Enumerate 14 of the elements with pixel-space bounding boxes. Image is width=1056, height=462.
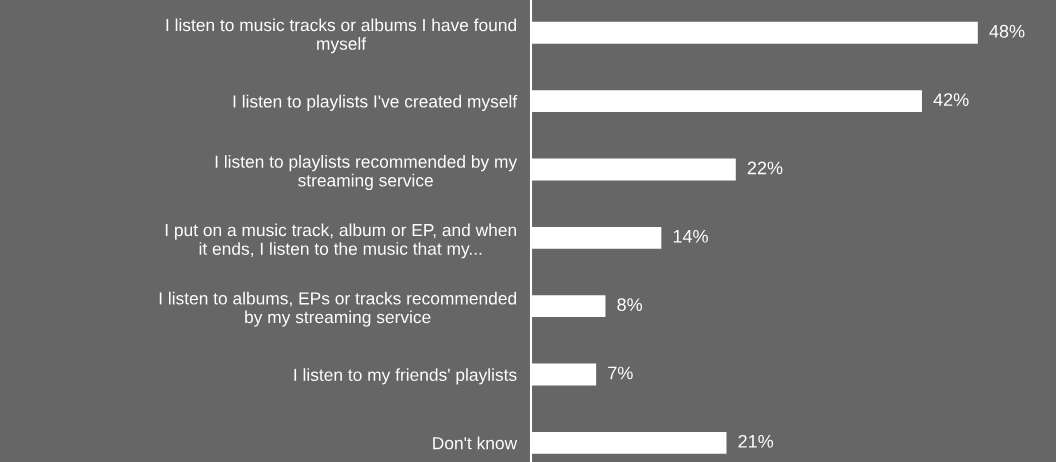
data-label: 22% <box>747 161 783 175</box>
y-tick-label: I listen to playlists I've created myself <box>233 94 518 112</box>
y-tick-label: I listen to albums, EPs or tracks recommended by my streaming service <box>159 291 517 327</box>
data-label: 7% <box>608 366 633 380</box>
data-label: 8% <box>617 298 643 312</box>
data-label: 42% <box>933 93 969 106</box>
data-label: 14% <box>673 229 708 243</box>
y-tick-label: Don't know <box>433 436 518 450</box>
data-label: 21% <box>738 434 774 448</box>
y-tick-label: I listen to my friends' playlists <box>294 368 517 385</box>
data-label: 48% <box>989 24 1025 38</box>
y-tick-label: I listen to playlists recommended by my streaming service <box>215 155 518 190</box>
y-tick-label: I put on a music track, album or EP, and when it ends, I listen to the music that my... <box>165 223 517 259</box>
y-tick-label: I listen to music tracks or albums I have found myself <box>166 18 517 54</box>
